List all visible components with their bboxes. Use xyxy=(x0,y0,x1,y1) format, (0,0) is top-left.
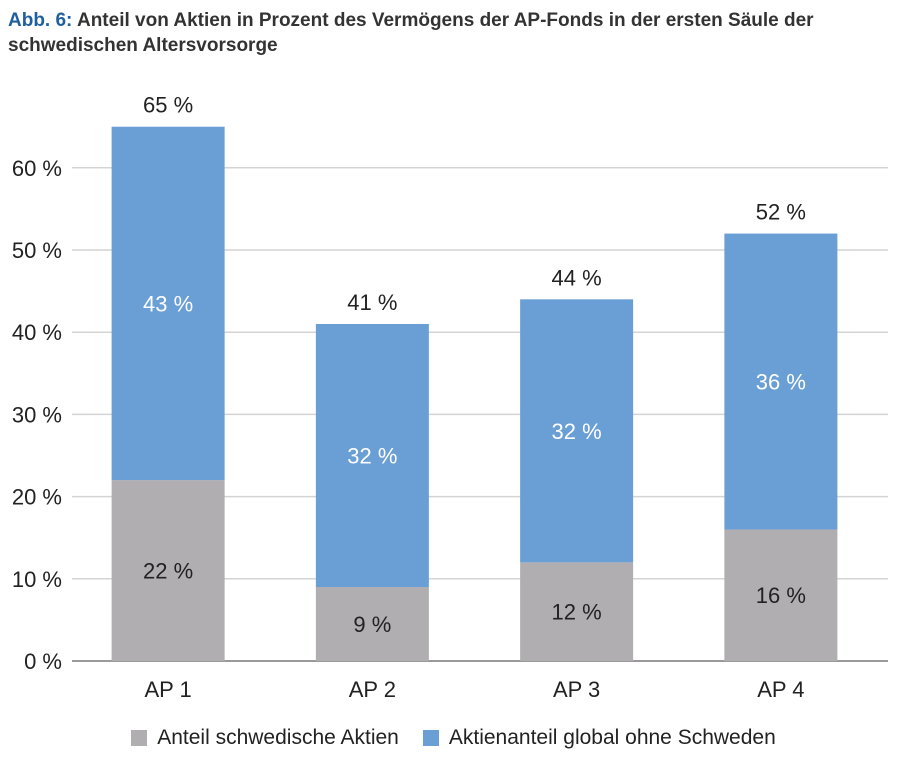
data-label-global: 32 % xyxy=(552,419,602,444)
x-tick-label: AP 1 xyxy=(144,677,191,702)
bar-segment-domestic xyxy=(315,587,429,661)
legend-item-global: Aktienanteil global ohne Schweden xyxy=(422,726,776,750)
bar-segment-global xyxy=(724,233,838,530)
stacked-bar-chart: 0 % 10 % 20 % 30 % 40 % 50 % 60 % 22 % 43 % 65 % A… xyxy=(12,93,888,702)
legend-swatch-global xyxy=(422,730,439,746)
bar-segment-global xyxy=(315,323,429,588)
title-text: Anteil von Aktien in Prozent des Vermöge… xyxy=(8,10,814,56)
legend-item-domestic: Anteil schwedische Aktien xyxy=(131,726,399,750)
legend-label-domestic: Anteil schwedische Aktien xyxy=(157,726,399,749)
bar-segment-domestic xyxy=(724,529,838,661)
total-label: 41 % xyxy=(347,290,397,315)
legend-swatch-domestic xyxy=(131,730,148,746)
y-tick-label: 30 % xyxy=(12,402,62,427)
legend-label-global: Aktienanteil global ohne Schweden xyxy=(448,726,776,749)
data-label-domestic: 12 % xyxy=(552,600,602,625)
y-tick-label: 50 % xyxy=(12,238,62,263)
x-tick-label: AP 2 xyxy=(349,677,396,702)
total-label: 52 % xyxy=(756,200,806,225)
x-tick-label: AP 3 xyxy=(553,677,600,702)
x-tick-label: AP 4 xyxy=(757,677,804,702)
bar-segment-domestic xyxy=(520,562,634,661)
data-label-domestic: 22 % xyxy=(143,559,193,584)
bar-segment-global xyxy=(111,126,225,481)
y-tick-label: 0 % xyxy=(24,649,62,674)
total-label: 44 % xyxy=(552,265,602,290)
total-label: 65 % xyxy=(143,93,193,118)
figure-number: Abb. 6: xyxy=(8,10,73,31)
chart-title: Abb. 6: Anteil von Aktien in Prozent des… xyxy=(8,8,898,58)
legend: Anteil schwedische Aktien Aktienanteil g… xyxy=(0,726,907,750)
y-tick-label: 20 % xyxy=(12,485,62,510)
data-label-domestic: 16 % xyxy=(756,583,806,608)
bar-segment-domestic xyxy=(111,480,225,661)
y-tick-label: 40 % xyxy=(12,320,62,345)
y-tick-label: 60 % xyxy=(12,156,62,181)
y-tick-label: 10 % xyxy=(12,567,62,592)
data-label-global: 36 % xyxy=(756,370,806,395)
bar-segment-global xyxy=(520,299,634,563)
data-label-domestic: 9 % xyxy=(353,612,391,637)
data-label-global: 43 % xyxy=(143,291,193,316)
data-label-global: 32 % xyxy=(347,444,397,469)
